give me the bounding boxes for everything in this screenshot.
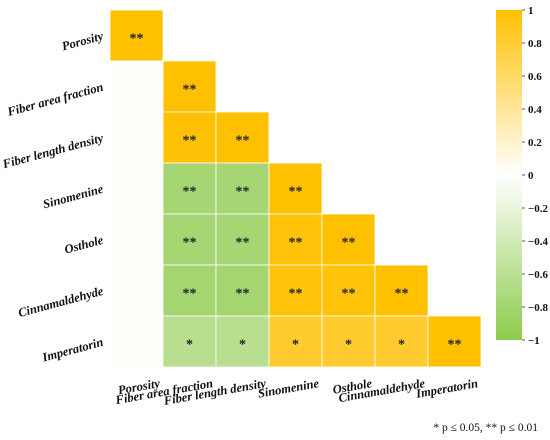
heatmap-cell-6-0 [109, 315, 164, 368]
significance-mark-0-0: ** [130, 32, 144, 47]
significance-mark-2-1: ** [183, 134, 197, 149]
significance-mark-4-3: ** [289, 236, 303, 251]
significance-mark-4-4: ** [342, 236, 356, 251]
significance-mark-6-3: * [292, 338, 299, 353]
heatmap-cell-0-0 [109, 9, 164, 62]
colorbar: 1 0.8 0.6 0.4 0.2 0 −0.2 −0.4 −0.6 −0.8 −1 [496, 5, 549, 347]
colorbar-tick-label-5: 0 [528, 170, 534, 182]
colorbar-tick-label-1: 0.8 [528, 38, 542, 50]
heatmap-cell-5-3 [268, 264, 323, 317]
x-label-4: Osthole [332, 376, 374, 397]
colorbar-tick-label-9: −0.8 [528, 302, 549, 314]
heatmap-cell-1-0 [109, 60, 164, 113]
heatmap-cell-2-1 [162, 111, 217, 164]
x-label-3: Sinomenine [257, 376, 321, 401]
significance-mark-4-1: ** [183, 236, 197, 251]
heatmap-cell-1-1 [162, 60, 217, 113]
y-label-4: Osthole [63, 233, 105, 257]
significance-footnote: * p ≤ 0.05, ** p ≤ 0.01 [433, 422, 538, 434]
significance-mark-3-1: ** [183, 185, 197, 200]
y-label-3: Sinomenine [41, 182, 105, 212]
heatmap-cell-6-5 [374, 315, 429, 368]
significance-mark-3-3: ** [289, 185, 303, 200]
heatmap-cell-6-6 [427, 315, 482, 368]
colorbar-tick-label-4: 0.2 [528, 137, 542, 149]
heatmap-cell-2-2 [215, 111, 270, 164]
significance-mark-6-1: * [186, 338, 193, 353]
heatmap-cell-4-3 [268, 213, 323, 266]
heatmap-cell-4-0 [109, 213, 164, 266]
heatmap-cell-2-0 [109, 111, 164, 164]
significance-mark-5-2: ** [236, 287, 250, 302]
heatmap-cells: ****** **** ** **** ** ** **** ** ** ** *** * * * * ** [109, 9, 482, 368]
y-label-2: Fiber length density [0, 131, 105, 172]
y-axis-labels: Porosity Fiber area fraction Fiber length … [0, 29, 105, 365]
heatmap-cell-3-0 [109, 162, 164, 215]
y-label-1: Fiber area fraction [5, 80, 105, 119]
colorbar-tick-label-8: −0.6 [528, 269, 549, 281]
significance-mark-1-1: ** [183, 83, 197, 98]
colorbar-tick-label-0: 1 [528, 5, 534, 17]
colorbar-tick-label-6: −0.2 [528, 203, 549, 215]
heatmap-cell-6-2 [215, 315, 270, 368]
heatmap-cell-5-1 [162, 264, 217, 317]
significance-mark-6-2: * [239, 338, 246, 353]
colorbar-tick-label-7: −0.4 [528, 236, 549, 248]
y-label-6: Imperatorin [40, 335, 105, 365]
significance-mark-2-2: ** [236, 134, 250, 149]
x-label-2: Fiber length density [162, 376, 268, 408]
significance-mark-4-2: ** [236, 236, 250, 251]
significance-mark-5-3: ** [289, 287, 303, 302]
significance-mark-5-4: ** [342, 287, 356, 302]
heatmap-cell-4-1 [162, 213, 217, 266]
y-label-0: Porosity [60, 29, 105, 54]
heatmap-cell-6-1 [162, 315, 217, 368]
significance-mark-6-5: * [398, 338, 405, 353]
colorbar-gradient [496, 10, 522, 340]
colorbar-tick-label-10: −1 [528, 335, 540, 347]
colorbar-tick-label-2: 0.6 [528, 71, 542, 83]
heatmap-cell-3-2 [215, 162, 270, 215]
significance-mark-5-1: ** [183, 287, 197, 302]
significance-mark-6-4: * [345, 338, 352, 353]
heatmap-cell-6-4 [321, 315, 376, 368]
heatmap-cell-5-0 [109, 264, 164, 317]
y-label-5: Cinnamaldehyde [17, 284, 106, 320]
heatmap-cell-5-5 [374, 264, 429, 317]
heatmap-cell-6-3 [268, 315, 323, 368]
colorbar-tick-label-3: 0.4 [528, 104, 542, 116]
significance-mark-5-5: ** [395, 287, 409, 302]
significance-mark-3-2: ** [236, 185, 250, 200]
heatmap-cell-4-4 [321, 213, 376, 266]
significance-mark-6-6: ** [448, 338, 462, 353]
